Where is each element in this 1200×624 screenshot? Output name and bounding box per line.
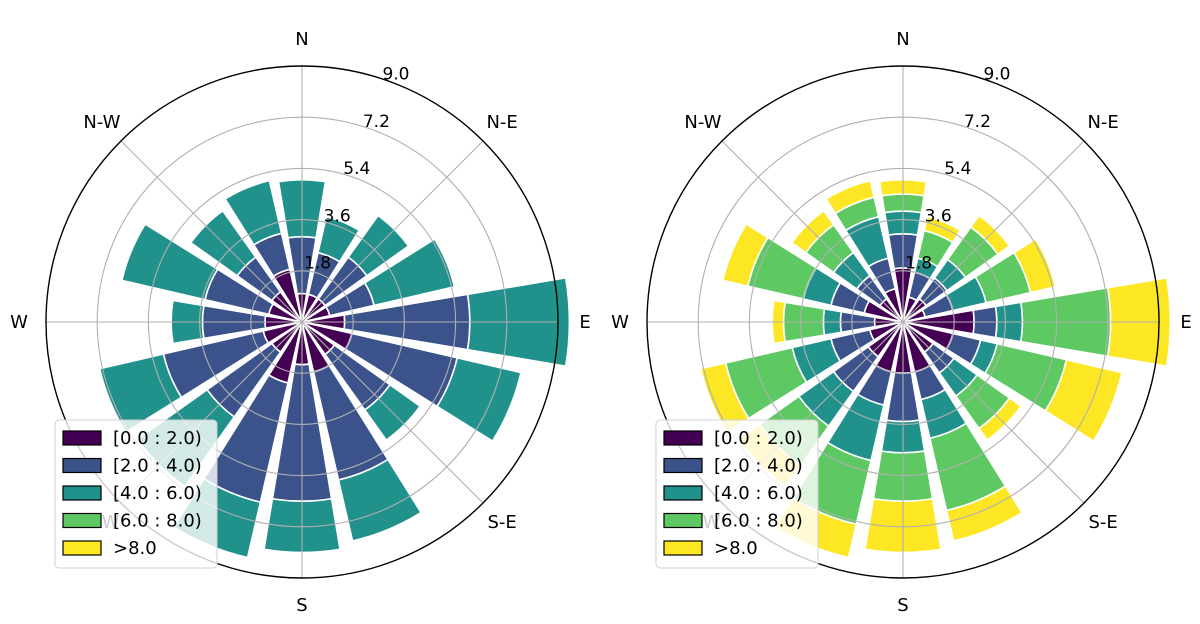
- ring-label: 5.4: [944, 159, 971, 179]
- grid: [46, 66, 558, 578]
- legend-label-1: [2.0 : 4.0): [714, 456, 803, 477]
- legend-swatch-2: [62, 485, 102, 501]
- direction-label-ne: N-E: [486, 112, 517, 133]
- legend-label-1: [2.0 : 4.0): [113, 456, 202, 477]
- direction-label-n: N: [896, 29, 909, 50]
- grid-spoke-ne: [301, 140, 484, 323]
- ring-label: 9.0: [382, 64, 409, 84]
- ring-label: 1.8: [905, 254, 932, 274]
- legend-label-3: [6.0 : 8.0): [714, 511, 803, 532]
- legend-frame: [54, 419, 218, 569]
- ring-label: 1.8: [304, 254, 331, 274]
- bar-sector-7-bin-2: [337, 458, 423, 542]
- legend-swatch-4: [62, 540, 102, 556]
- legend-swatch-1: [62, 457, 102, 474]
- wind-rose-left: 1.83.65.47.29.0NN-EES-ESS-WWN-W[0.0 : 2.…: [10, 29, 591, 616]
- bar-sector-5-bin-4: [1044, 358, 1123, 443]
- bar-sector-1-bin-2: [317, 215, 361, 263]
- legend-label-0: [0.0 : 2.0): [113, 428, 202, 449]
- direction-label-ne: N-E: [1087, 112, 1118, 133]
- grid-spoke-se: [902, 321, 1085, 504]
- ring-label: 9.0: [983, 64, 1010, 84]
- ring-label: 7.2: [964, 112, 991, 132]
- direction-label-n: N: [295, 29, 308, 50]
- bar-sector-15-bin-2: [224, 179, 283, 246]
- bar-sector-3-bin-4: [1012, 237, 1057, 294]
- direction-label-w: W: [10, 312, 28, 333]
- direction-label-s: S: [296, 595, 307, 616]
- ring-label: 7.2: [363, 112, 390, 132]
- legend-swatch-4: [663, 540, 703, 556]
- grid-spoke-ne: [902, 140, 1085, 323]
- legend-label-3: [6.0 : 8.0): [113, 511, 202, 532]
- direction-label-e: E: [1180, 312, 1191, 333]
- legend: [0.0 : 2.0) [2.0 : 4.0) [4.0 : 6.0) [6.0 : …: [655, 419, 819, 569]
- legend: [0.0 : 2.0) [2.0 : 4.0) [4.0 : 6.0) [6.0 : …: [54, 419, 218, 569]
- direction-label-s: S: [897, 595, 908, 616]
- direction-label-nw: N-W: [684, 112, 721, 133]
- legend-frame: [655, 419, 819, 569]
- ring-label: 5.4: [343, 159, 370, 179]
- bar-sector-5-bin-2: [435, 356, 522, 443]
- legend-swatch-3: [62, 512, 102, 529]
- ring-label: 3.6: [324, 206, 351, 226]
- legend-label-2: [4.0 : 6.0): [714, 483, 803, 504]
- ring-label: 3.6: [925, 206, 952, 226]
- grid-spoke-se: [301, 321, 484, 504]
- grid: [647, 66, 1159, 578]
- legend-label-4: >8.0: [113, 538, 157, 559]
- polar-frame: [45, 65, 559, 579]
- direction-label-e: E: [579, 312, 590, 333]
- direction-label-se: S-E: [487, 512, 516, 533]
- direction-label-se: S-E: [1088, 512, 1117, 533]
- wind-rose-right: 1.83.65.47.29.0NN-EES-ESS-WWN-W[0.0 : 2.…: [611, 29, 1192, 616]
- legend-swatch-0: [62, 430, 102, 446]
- bar-sector-13-bin-4: [721, 222, 770, 288]
- legend-swatch-2: [663, 485, 703, 501]
- polar-frame: [646, 65, 1160, 579]
- bar-sector-1-bin-4: [923, 215, 962, 244]
- legend-label-0: [0.0 : 2.0): [714, 428, 803, 449]
- legend-label-2: [4.0 : 6.0): [113, 483, 202, 504]
- legend-swatch-1: [663, 457, 703, 474]
- direction-label-nw: N-W: [83, 112, 120, 133]
- grid-spoke-nw: [120, 140, 303, 323]
- legend-swatch-0: [663, 430, 703, 446]
- grid-spoke-nw: [721, 140, 904, 323]
- legend-swatch-3: [663, 512, 703, 529]
- bar-sector-3-bin-2: [363, 237, 456, 307]
- direction-label-w: W: [611, 312, 629, 333]
- legend-label-4: >8.0: [714, 538, 758, 559]
- bar-sector-7-bin-4: [945, 484, 1024, 542]
- bar-sector-15-bin-4: [825, 179, 876, 215]
- bar-sector-13-bin-2: [120, 222, 219, 301]
